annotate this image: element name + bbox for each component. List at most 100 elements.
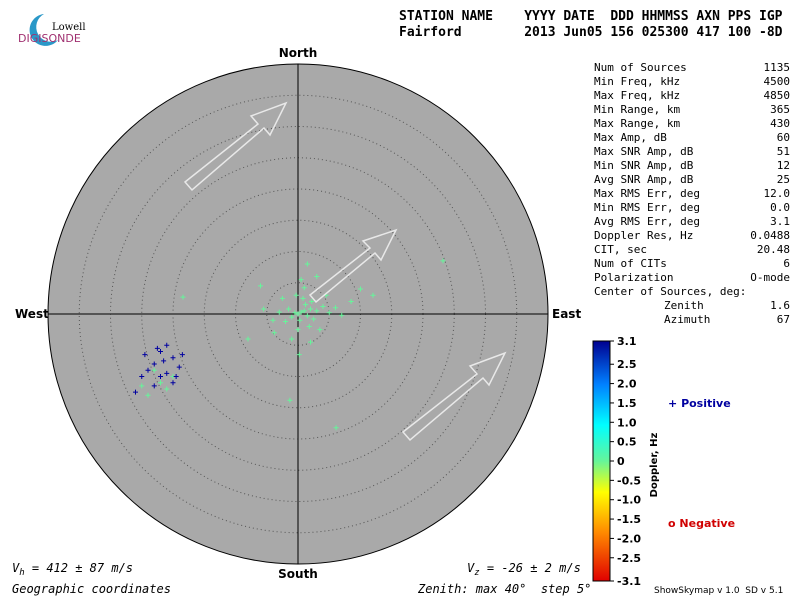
- stat-label: Min Freq, kHz: [594, 75, 680, 88]
- legend-marker: +: [668, 397, 677, 410]
- source-point: [176, 364, 182, 370]
- vh: Vh = 412 ± 87 m/s: [12, 561, 133, 578]
- source-point: [298, 309, 304, 315]
- colorbar-tick-label: -2.0: [617, 532, 641, 545]
- stat-label: Min SNR Amp, dB: [594, 159, 694, 172]
- vz-sub: z: [474, 568, 479, 578]
- source-point: [151, 367, 157, 373]
- stat-label: Num of Sources: [594, 61, 687, 74]
- stat-value: 4500: [764, 75, 791, 88]
- source-point: [297, 317, 303, 323]
- source-point: [301, 285, 307, 291]
- stat-label: Min RMS Err, deg: [594, 201, 700, 214]
- velocity-arrows: [183, 101, 507, 442]
- header-columns: STATION NAME YYYY DATE DDD HHMMSS AXN PP…: [399, 9, 783, 24]
- source-point: [145, 392, 151, 398]
- colorbar-tick-label: 2.0: [617, 378, 637, 391]
- source-point: [287, 397, 293, 403]
- stat-value: 51: [777, 145, 790, 158]
- vh-symbol: V: [12, 561, 20, 575]
- colorbar-tick-label: 1.0: [617, 416, 637, 429]
- source-point: [158, 374, 163, 379]
- stat-label: Max Range, km: [594, 117, 680, 130]
- source-point: [295, 311, 301, 317]
- stat-value: 4850: [764, 89, 791, 102]
- source-point: [154, 345, 160, 351]
- source-point: [289, 314, 295, 320]
- stat-value: 3.1: [770, 215, 790, 228]
- stat-value: 12: [777, 159, 790, 172]
- header-values: Fairford 2013 Jun05 156 025300 417 100 -…: [399, 25, 783, 40]
- source-point: [180, 294, 186, 300]
- source-point: [333, 425, 339, 431]
- source-point: [139, 374, 145, 379]
- logo-brand: Lowell: [52, 22, 86, 33]
- center-value: 67: [777, 313, 790, 326]
- source-point: [286, 306, 292, 312]
- colorbar-tick-label: 1.5: [617, 397, 637, 410]
- source-point: [309, 299, 315, 304]
- source-point: [304, 313, 310, 319]
- center-label: Azimuth: [664, 313, 710, 326]
- source-point: [320, 304, 326, 309]
- south-label: South: [278, 567, 318, 581]
- colorbar-tick-label: 2.5: [617, 358, 637, 371]
- colorbar-tick-label: -1.5: [617, 513, 641, 526]
- stat-value: 20.48: [757, 243, 790, 256]
- stat-value: 0.0: [770, 201, 790, 214]
- source-point: [283, 319, 288, 324]
- stat-value: 430: [770, 117, 790, 130]
- source-point: [303, 302, 308, 308]
- source-point: [170, 355, 176, 361]
- source-point: [296, 352, 302, 358]
- source-point: [151, 383, 157, 389]
- stat-value: 12.0: [764, 187, 791, 200]
- source-point: [161, 358, 167, 364]
- stat-label: Polarization: [594, 271, 673, 284]
- source-point: [289, 336, 295, 342]
- vh-sub: h: [19, 568, 24, 578]
- stat-value: 25: [777, 173, 790, 186]
- source-point: [179, 352, 185, 358]
- colorbar-tick-label: 3.1: [617, 335, 637, 348]
- vz: Vz = -26 ± 2 m/s: [467, 561, 581, 578]
- colorbar-tick-label: -0.5: [617, 474, 641, 487]
- stat-value: 365: [770, 103, 790, 116]
- stat-value: O-mode: [750, 271, 790, 284]
- north-label: North: [279, 46, 317, 60]
- colorbar: [592, 340, 611, 582]
- legend-label: Positive: [681, 397, 731, 410]
- source-point: [164, 342, 170, 348]
- source-point: [142, 352, 148, 358]
- center-value: 1.6: [770, 299, 790, 312]
- version: ShowSkymap v 1.0 SD v 5.1: [654, 586, 783, 596]
- source-point: [270, 317, 276, 323]
- source-point: [308, 306, 313, 312]
- logo-icon: [29, 14, 58, 46]
- source-point: [158, 380, 163, 386]
- source-point: [145, 367, 151, 373]
- stat-label: Max RMS Err, deg: [594, 187, 700, 200]
- stat-value: 0.0488: [750, 229, 790, 242]
- source-point: [304, 261, 310, 267]
- stat-label: Max Freq, kHz: [594, 89, 680, 102]
- legend-positive: + Positive: [668, 397, 731, 410]
- stat-value: 1135: [764, 61, 791, 74]
- vz-symbol: V: [467, 561, 475, 575]
- source-point: [292, 310, 298, 316]
- source-point: [358, 286, 363, 292]
- stat-label: CIT, sec: [594, 243, 647, 256]
- east-label: East: [552, 307, 581, 321]
- colorbar-title: Doppler, Hz: [649, 433, 660, 498]
- west-label: West: [15, 307, 49, 321]
- source-point: [271, 330, 277, 336]
- colorbar-tick-label: 0.5: [617, 436, 637, 449]
- stat-label: Doppler Res, Hz: [594, 229, 693, 242]
- source-point: [261, 306, 267, 312]
- source-point: [314, 308, 320, 314]
- source-point: [308, 339, 313, 345]
- vz-text: = -26 ± 2 m/s: [480, 561, 581, 575]
- source-point: [295, 327, 301, 333]
- center-label: Zenith: [664, 299, 704, 312]
- source-point: [158, 349, 163, 354]
